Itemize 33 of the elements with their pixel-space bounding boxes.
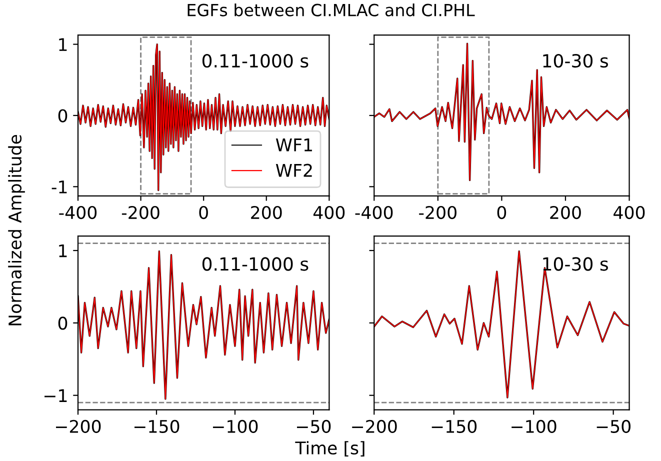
x-tick-label: −200 (56, 420, 101, 433)
x-axis-title: Time [s] (295, 441, 364, 457)
annotation: 10-30 s (543, 54, 608, 68)
y-axis-title: Normalized Amplitude (8, 134, 25, 326)
x-tick-label: −100 (512, 420, 556, 433)
x-tick-label: -200 (122, 206, 160, 220)
legend-label: WF2 (276, 164, 312, 177)
x-tick-label: −150 (432, 420, 477, 433)
annotation: 0.11-1000 s (202, 257, 308, 271)
chart-title: EGFs between CI.MLAC and CI.PHL (188, 3, 475, 16)
y-tick-label: -1 (52, 180, 67, 194)
x-tick-label: −200 (352, 420, 397, 433)
x-tick-label: 400 (614, 206, 645, 220)
x-tick-label: 0 (199, 206, 208, 220)
x-tick-label: -400 (355, 206, 393, 220)
x-tick-label: −150 (134, 420, 180, 433)
x-tick-label: −100 (212, 420, 258, 433)
y-tick-label: 0 (58, 109, 68, 122)
y-tick-label: 1 (59, 38, 67, 51)
x-tick-label: 200 (251, 206, 282, 220)
x-tick-label: 400 (313, 206, 345, 220)
annotation: 10-30 s (543, 257, 608, 271)
annotation: 0.11-1000 s (202, 54, 308, 68)
x-tick-label: -400 (59, 206, 97, 220)
y-tick-label: 1 (59, 244, 67, 258)
y-tick-label: −1 (44, 389, 67, 402)
x-tick-label: 0 (497, 206, 506, 220)
x-tick-label: −50 (596, 420, 630, 433)
x-tick-label: -200 (419, 206, 456, 220)
y-tick-label: 0 (58, 316, 68, 330)
x-tick-label: −50 (297, 420, 331, 433)
x-tick-label: 200 (550, 206, 581, 220)
legend-label: WF1 (276, 138, 312, 152)
